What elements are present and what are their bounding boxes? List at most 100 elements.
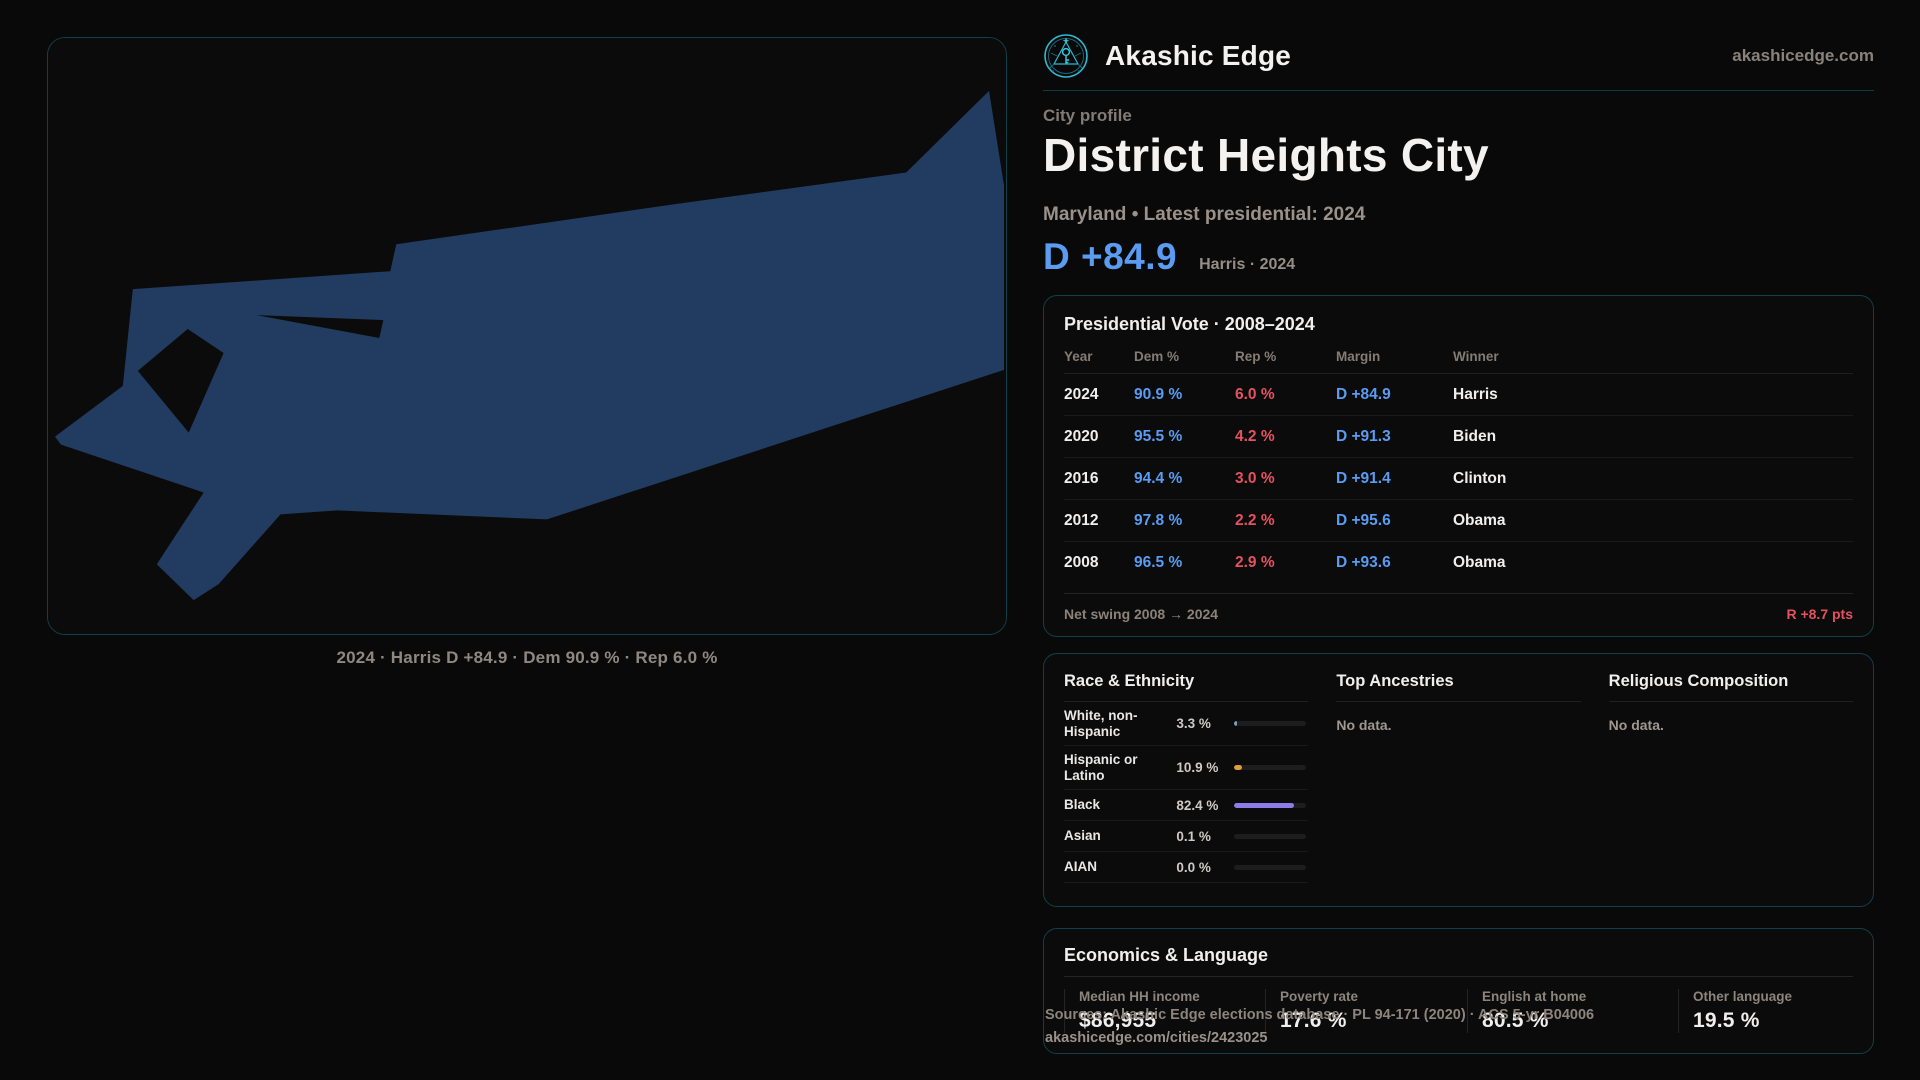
race-bar-track [1234,765,1307,771]
race-label: White, non-Hispanic [1064,708,1138,739]
race-bar-fill [1234,721,1238,727]
col-year: Year [1064,349,1093,364]
race-ethnicity-rows: White, non-Hispanic 3.3 % Hispanic or Lati… [1064,702,1309,884]
religious-composition-empty: No data. [1608,717,1664,733]
race-value: 0.0 % [1176,859,1211,875]
economics-stat-value: $86,955 [1079,1009,1157,1032]
presidential-table-row: 2012 97.8 % 2.2 % D +95.6 Obama [1064,500,1853,542]
cell-winner: Clinton [1453,469,1507,487]
race-bar-track [1234,802,1307,808]
cell-margin: D +91.3 [1336,427,1391,445]
race-row: Black 82.4 % [1064,790,1309,822]
map-notches [137,315,384,433]
race-bar-fill [1234,802,1294,808]
net-swing-value: R +8.7 pts [1786,606,1853,622]
akashic-emblem-icon [1044,34,1088,78]
city-boundary-shape [54,90,1005,601]
city-boundary-map [48,38,1006,634]
religious-composition-column: Religious Composition No data. [1608,672,1853,888]
race-label: Black [1064,797,1101,813]
cell-dem: 97.8 % [1134,511,1183,529]
economics-stat-value: 19.5 % [1693,1009,1760,1032]
cell-winner: Obama [1453,511,1506,529]
cell-margin: D +91.4 [1336,469,1391,487]
col-rep: Rep % [1235,349,1277,364]
brand-header: Akashic Edge akashicedge.com [1043,33,1874,79]
cell-rep: 2.9 % [1235,554,1275,571]
brand-domain-link[interactable]: akashicedge.com [1732,46,1874,65]
race-bar-track [1234,833,1307,839]
race-bar-fill [1234,765,1243,771]
cell-winner: Biden [1453,427,1497,445]
economics-stat-value: 17.6 % [1280,1009,1347,1032]
race-value: 0.1 % [1176,828,1211,844]
net-swing-row: Net swing 2008 → 2024 R +8.7 pts [1064,593,1853,622]
cell-year: 2016 [1064,469,1099,487]
race-label: AIAN [1064,859,1097,875]
race-value: 10.9 % [1176,760,1219,776]
presidential-vote-title: Presidential Vote · 2008–2024 [1064,314,1315,334]
race-ethnicity-column: Race & Ethnicity White, non-Hispanic 3.3 … [1064,672,1309,888]
economics-stat-label: Poverty rate [1280,989,1359,1004]
economics-stat-label: English at home [1482,989,1587,1004]
race-row: White, non-Hispanic 3.3 % [1064,702,1309,747]
cell-rep: 6.0 % [1235,385,1275,403]
presidential-table-header: Year Dem % Rep % Margin Winner [1064,349,1853,374]
presidential-table-row: 2024 90.9 % 6.0 % D +84.9 Harris [1064,374,1853,416]
cell-year: 2024 [1064,385,1099,403]
presidential-vote-card: Presidential Vote · 2008–2024 Year Dem %… [1043,295,1874,637]
cell-dem: 90.9 % [1134,385,1183,403]
cell-winner: Obama [1453,554,1506,571]
race-ethnicity-title: Race & Ethnicity [1064,672,1309,702]
economics-stat: Median HH income $86,955 [1064,989,1265,1033]
cell-dem: 96.5 % [1134,554,1183,571]
map-notch [137,329,224,433]
cell-year: 2012 [1064,511,1099,529]
col-winner: Winner [1453,349,1499,364]
cell-rep: 2.2 % [1235,511,1275,529]
economics-stat-label: Median HH income [1079,989,1200,1004]
economics-stat-value: 80.5 % [1482,1009,1549,1032]
race-row: Hispanic or Latino 10.9 % [1064,746,1309,791]
economics-stat: Poverty rate 17.6 % [1265,989,1467,1033]
latest-margin: D +84.9 Harris · 2024 [1043,236,1295,278]
page-subtitle: Maryland • Latest presidential: 2024 [1043,204,1366,225]
religious-composition-title: Religious Composition [1608,672,1853,702]
economics-stat: Other language 19.5 % [1678,989,1792,1033]
cell-rep: 3.0 % [1235,469,1275,487]
presidential-table-row: 2020 95.5 % 4.2 % D +91.3 Biden [1064,416,1853,458]
header-divider [1043,90,1874,91]
page-title: District Heights City [1043,129,1489,181]
col-margin: Margin [1336,349,1381,364]
top-ancestries-title: Top Ancestries [1336,672,1581,702]
cell-rep: 4.2 % [1235,427,1275,445]
city-boundary-map-card [47,37,1007,635]
cell-year: 2020 [1064,427,1099,445]
race-bar-track [1234,864,1307,870]
economics-language-title: Economics & Language [1064,945,1269,965]
economics-stats-row: Median HH income $86,955 Poverty rate 17.6 … [1064,989,1853,1033]
latest-margin-value: D +84.9 [1043,236,1178,277]
net-swing-label: Net swing 2008 → 2024 [1064,606,1219,622]
race-label: Hispanic or Latino [1064,752,1138,783]
economics-stat: English at home 80.5 % [1467,989,1678,1033]
top-ancestries-column: Top Ancestries No data. [1336,672,1581,888]
cell-dem: 94.4 % [1134,469,1183,487]
race-value: 82.4 % [1176,797,1219,813]
cell-dem: 95.5 % [1134,427,1183,445]
col-dem: Dem % [1134,349,1180,364]
presidential-table-row: 2008 96.5 % 2.9 % D +93.6 Obama [1064,542,1853,584]
economics-divider [1064,976,1853,977]
cell-margin: D +84.9 [1336,385,1391,403]
race-label: Asian [1064,828,1101,844]
economics-language-card: Economics & Language Median HH income $86… [1043,928,1874,1054]
brand-name: Akashic Edge [1105,40,1292,71]
page-kicker: City profile [1043,106,1132,125]
race-row: Asian 0.1 % [1064,821,1309,853]
cell-margin: D +95.6 [1336,511,1391,529]
economics-stat-label: Other language [1693,989,1793,1004]
latest-margin-context: Harris · 2024 [1199,256,1296,273]
race-value: 3.3 % [1176,716,1211,732]
race-bar-track [1234,721,1307,727]
presidential-table-row: 2016 94.4 % 3.0 % D +91.4 Clinton [1064,458,1853,500]
